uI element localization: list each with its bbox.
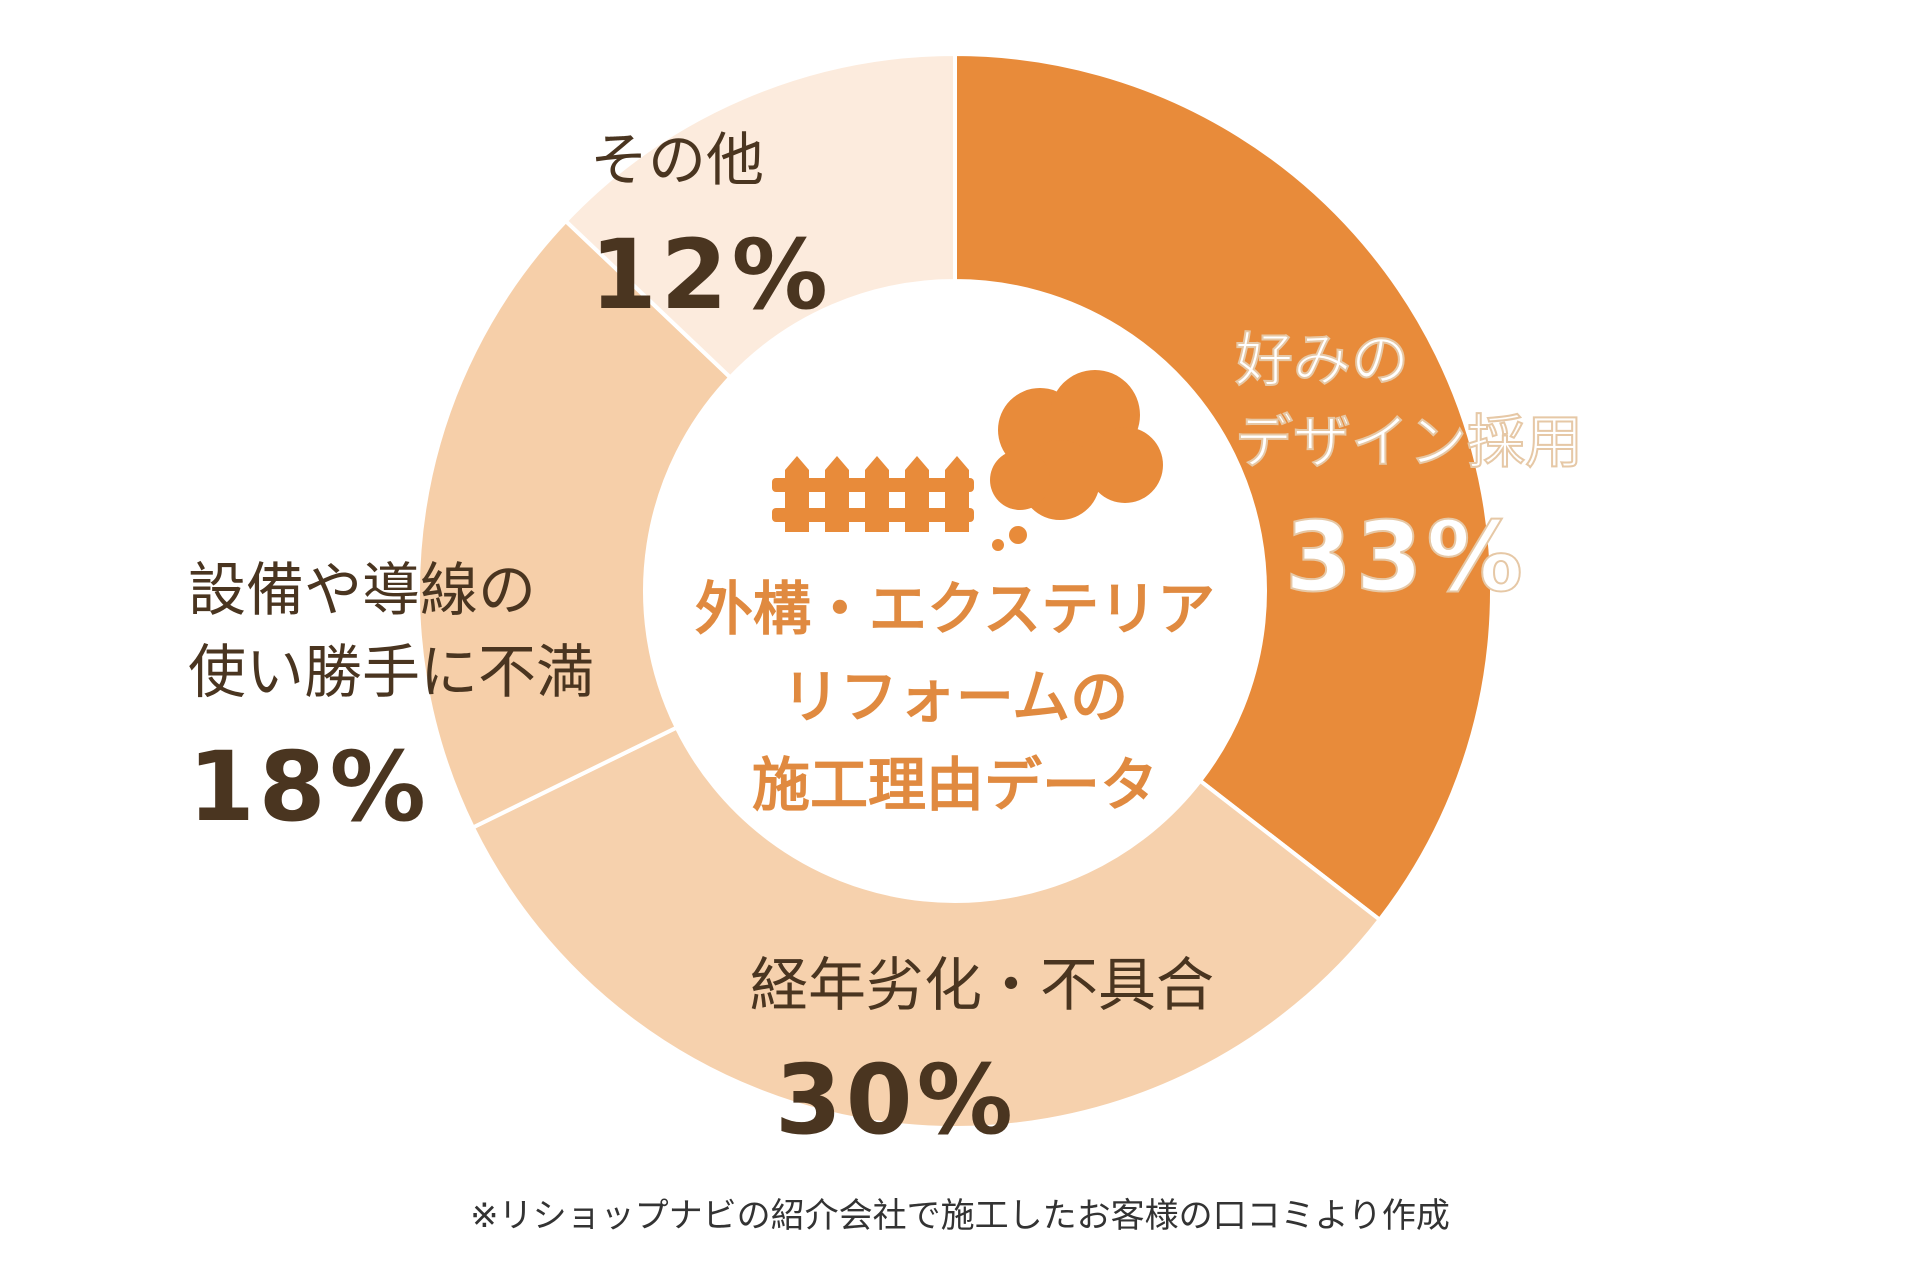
slice: [953, 51, 1494, 923]
value-label: 18%: [188, 731, 430, 843]
category-label: 経年劣化・不具合: [750, 951, 1215, 1019]
fence-icon: [772, 456, 974, 532]
slice: [470, 724, 1383, 1130]
slice-label: 経年劣化・不具合 30%: [750, 925, 1214, 1174]
slice-label: その他 12%: [590, 100, 832, 349]
slice-label: 設備や導線の 使い勝手に不満 18%: [188, 530, 594, 861]
footnote: ※リショップナビの紹介会社で施工したお客様の口コミより作成: [470, 1196, 1450, 1236]
category-label: その他: [590, 126, 765, 194]
value-label: 12%: [590, 219, 832, 331]
slice-label: 好みの デザイン採用 33%: [1234, 300, 1584, 631]
category-label: 設備や導線の 使い勝手に不満: [188, 556, 595, 706]
value-label: 30%: [775, 1044, 1017, 1156]
slice: [562, 51, 957, 381]
cloud-icon: [990, 370, 1163, 551]
value-label: 33%: [1284, 501, 1527, 613]
category-label: 好みの デザイン採用: [1234, 325, 1584, 477]
center-title: 外構・エクステリア リフォームの 施工理由データ: [694, 575, 1216, 819]
slice: [416, 218, 734, 831]
slices: [416, 51, 1494, 1130]
